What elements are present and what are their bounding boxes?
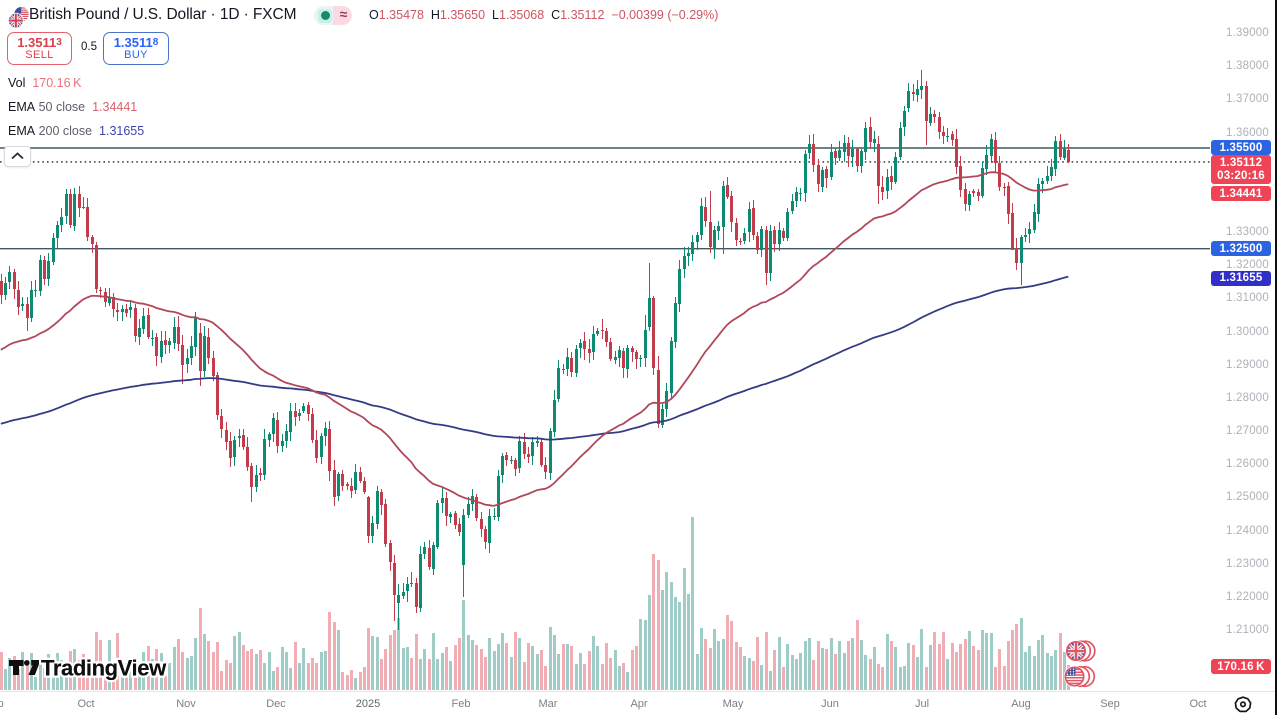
svg-text:TradingView: TradingView bbox=[41, 656, 167, 681]
svg-text:TradingView: TradingView bbox=[41, 656, 167, 681]
